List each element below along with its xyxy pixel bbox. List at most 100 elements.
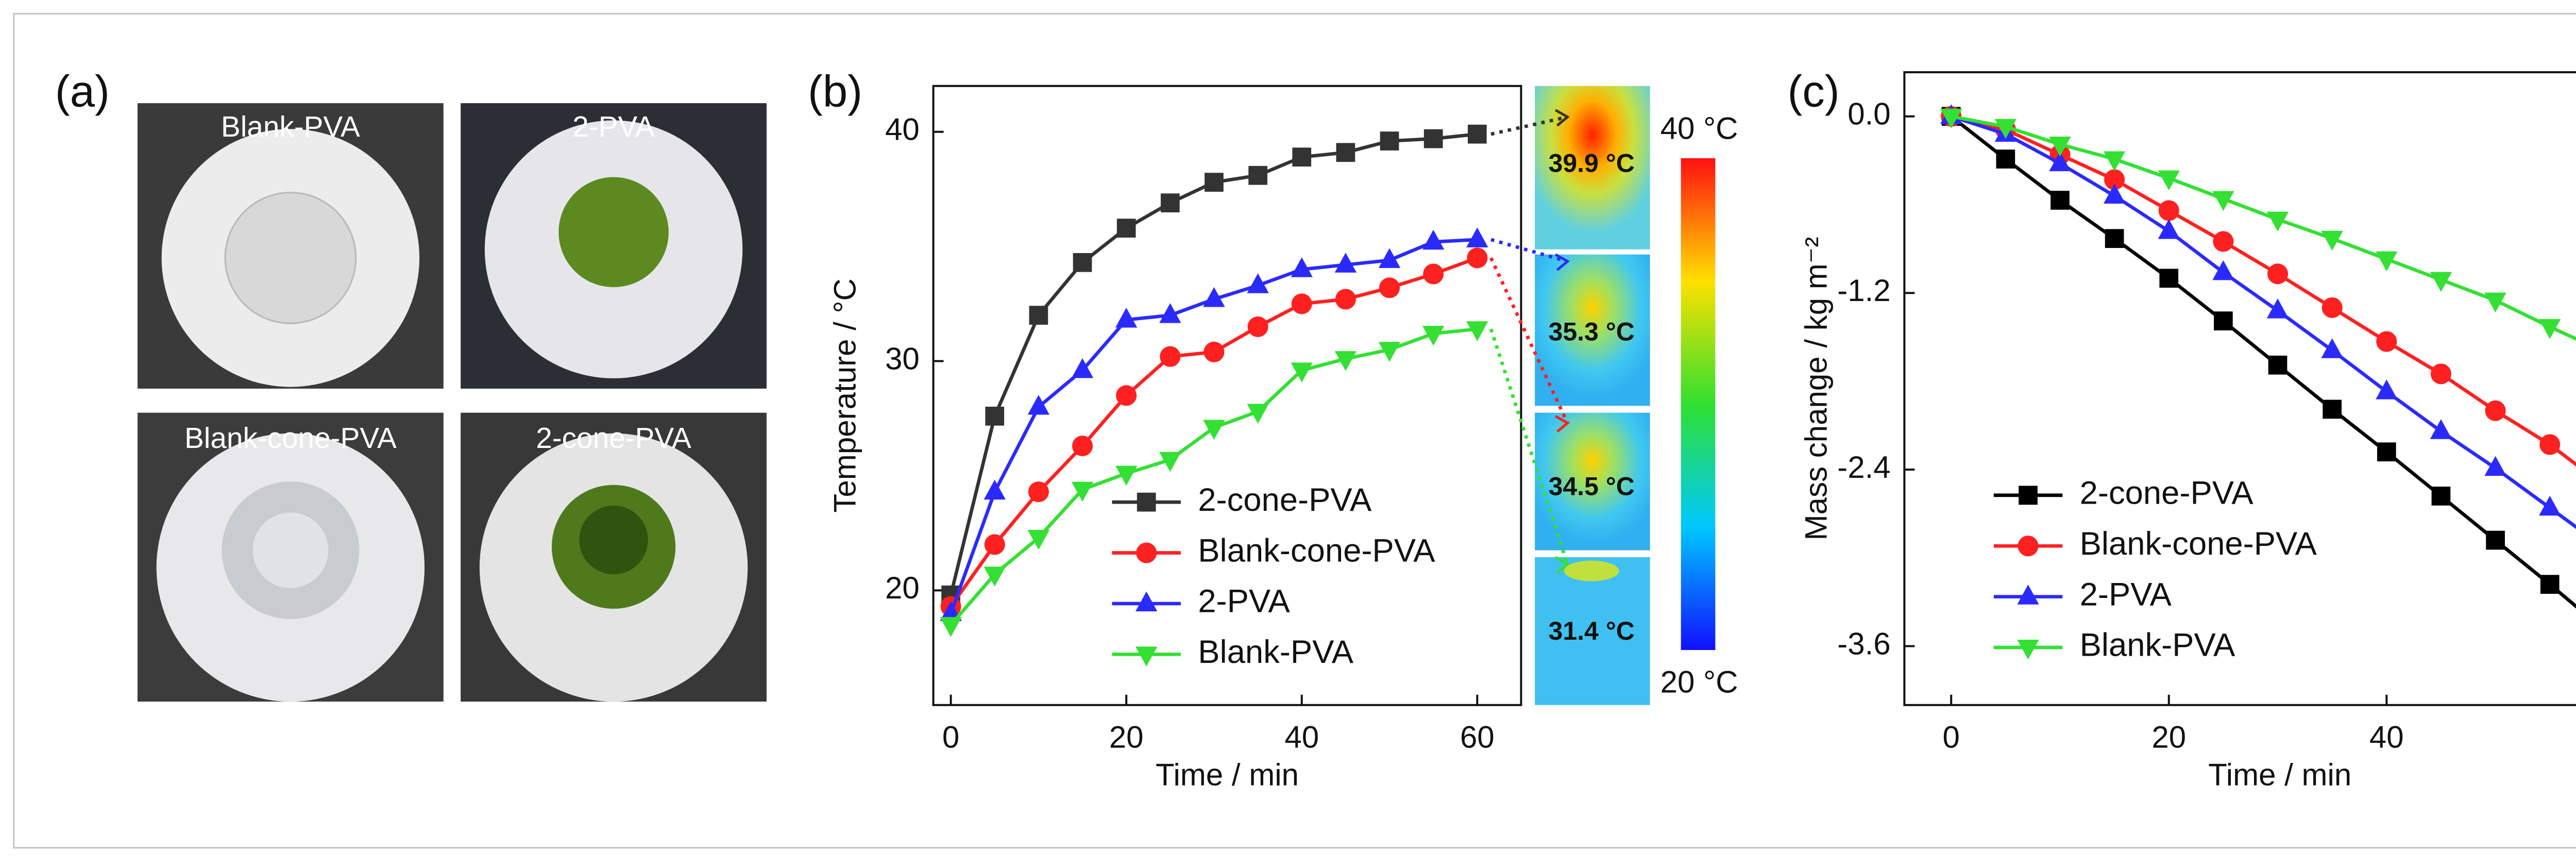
thermal-label: 31.4 °C: [1549, 617, 1635, 645]
marker: [1292, 147, 1312, 167]
marker: [2321, 230, 2343, 251]
photo: 2-PVA: [461, 103, 767, 389]
marker: [984, 534, 1005, 555]
marker: [2212, 260, 2234, 280]
marker: [2376, 331, 2397, 352]
marker: [1466, 321, 1488, 341]
y-tick-label: 0.0: [1848, 97, 1890, 131]
panel-label: (a): [55, 66, 110, 116]
panel-label: (c): [1788, 66, 1840, 116]
arrow-head: [1554, 415, 1570, 433]
colorbar-label: 40 °C: [1660, 111, 1738, 145]
series-line: [1951, 114, 2576, 529]
panel-label: (b): [808, 66, 862, 116]
marker: [2323, 399, 2342, 419]
series-line: [949, 132, 1478, 596]
marker: [2486, 530, 2505, 550]
marker: [1073, 253, 1092, 272]
legend-label: 2-PVA: [2080, 576, 2172, 612]
marker: [2321, 297, 2343, 318]
marker: [2539, 434, 2561, 455]
marker: [1334, 351, 1357, 371]
y-tick-label: 20: [885, 571, 920, 605]
marker: [2484, 456, 2506, 476]
colorbar-label: 20 °C: [1660, 665, 1738, 700]
photo: Blank-cone-PVA: [137, 412, 444, 702]
y-tick-label: 40: [885, 112, 920, 147]
marker: [2266, 211, 2289, 232]
marker: [2268, 355, 2287, 375]
photo-label: 2-cone-PVA: [536, 422, 691, 455]
marker: [2017, 639, 2039, 660]
marker: [1994, 119, 2017, 139]
arrow-head: [1554, 556, 1570, 574]
marker: [1071, 358, 1094, 378]
marker: [985, 406, 1005, 426]
photo-label: Blank-PVA: [221, 111, 360, 143]
marker: [2484, 292, 2506, 313]
figure-border: [13, 13, 2576, 849]
thermal-label: 35.3 °C: [1549, 317, 1635, 346]
thermal-label: 34.5 °C: [1549, 472, 1635, 501]
photo-label: 2-PVA: [572, 111, 655, 143]
x-axis-title: Time / min: [1156, 758, 1299, 792]
x-tick-label: 20: [1109, 720, 1144, 754]
marker: [1116, 219, 1136, 238]
x-tick-label: 0: [942, 720, 959, 754]
y-tick-label: -1.2: [1837, 273, 1890, 308]
arrow: [1489, 328, 1569, 565]
marker: [1072, 436, 1093, 457]
marker: [2214, 311, 2233, 330]
marker: [2103, 184, 2126, 204]
marker: [1291, 362, 1313, 382]
marker: [1291, 257, 1313, 277]
marker: [1379, 277, 1400, 298]
marker: [1423, 129, 1443, 148]
marker: [940, 617, 962, 637]
marker: [1137, 492, 1156, 512]
marker: [2103, 151, 2126, 172]
y-axis-title: Temperature / °C: [828, 278, 862, 512]
marker: [2159, 269, 2179, 288]
marker: [1205, 173, 1224, 192]
y-tick-label: -3.6: [1837, 626, 1890, 661]
marker: [1029, 306, 1048, 325]
marker: [2049, 136, 2071, 157]
marker: [1466, 227, 1488, 247]
x-tick-label: 60: [1460, 720, 1495, 754]
marker: [2321, 338, 2343, 358]
x-axis-title: Time / min: [2208, 758, 2351, 792]
marker: [1136, 591, 1158, 611]
plot-frame: [932, 85, 1522, 706]
x-tick-label: 20: [2151, 720, 2186, 754]
series-line: [950, 327, 1478, 626]
marker: [1071, 481, 1094, 502]
thermal-label: 39.9 °C: [1549, 148, 1635, 177]
marker: [1940, 108, 1962, 129]
y-tick-label: -2.4: [1837, 450, 1890, 485]
marker: [1467, 124, 1487, 144]
marker: [1028, 481, 1049, 503]
marker: [1027, 530, 1050, 550]
marker: [1203, 420, 1225, 440]
marker: [1159, 303, 1181, 323]
legend-label: Blank-cone-PVA: [2080, 526, 2317, 562]
marker: [2213, 231, 2234, 252]
x-tick-label: 0: [1943, 720, 1960, 754]
marker: [2431, 486, 2451, 506]
marker: [2105, 229, 2124, 248]
legend-label: Blank-PVA: [2080, 627, 2235, 663]
marker: [2017, 585, 2039, 605]
legend-label: 2-PVA: [1198, 584, 1290, 620]
marker: [2018, 536, 2039, 557]
plot-frame: [1903, 71, 2576, 706]
marker: [984, 567, 1006, 587]
marker: [2377, 442, 2396, 462]
marker: [1027, 395, 1050, 415]
marker: [1160, 346, 1181, 367]
marker: [1467, 247, 1488, 269]
marker: [1247, 404, 1269, 424]
legend-label: 2-cone-PVA: [1198, 482, 1372, 518]
y-tick-label: 30: [885, 341, 920, 376]
